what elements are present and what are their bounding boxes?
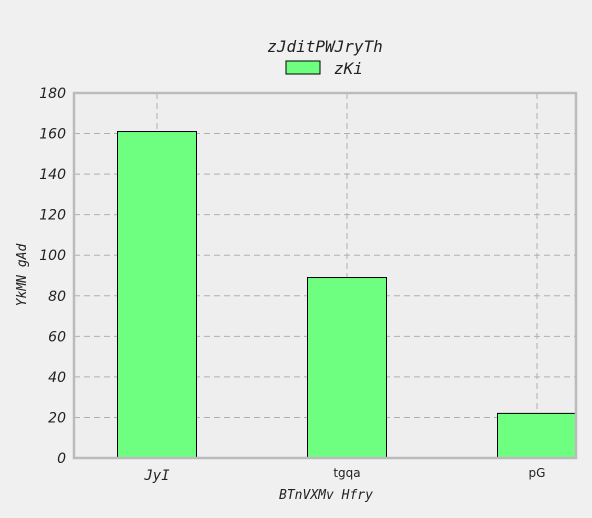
y-axis-ticks: 0 20 40 60 80 100 120 140 160 180 bbox=[39, 86, 66, 467]
x-axis-label: BTnVXMv Hfry bbox=[279, 488, 373, 503]
y-tick-label-60: 60 bbox=[48, 329, 66, 345]
y-tick-label-80: 80 bbox=[48, 289, 66, 305]
y-tick-label-20: 20 bbox=[48, 410, 66, 426]
x-tick-label-pG: pG bbox=[529, 466, 546, 480]
y-axis-label: YkMN gAd bbox=[15, 244, 30, 307]
plot-frame bbox=[72, 91, 578, 460]
bars bbox=[117, 131, 577, 459]
x-tick-label-JyI: JyI bbox=[143, 468, 170, 484]
y-tick-label-0: 0 bbox=[57, 451, 66, 467]
legend: zKi bbox=[285, 59, 363, 78]
legend-label-zki: zKi bbox=[334, 59, 363, 78]
y-tick-label-40: 40 bbox=[48, 370, 66, 386]
bar-tgqa bbox=[307, 277, 387, 459]
x-axis-ticks: JyI tgqa pG bbox=[143, 466, 545, 484]
y-tick-label-160: 160 bbox=[39, 127, 66, 143]
y-tick-label-100: 100 bbox=[39, 248, 66, 264]
legend-swatch-zki bbox=[285, 60, 321, 75]
bar-pG bbox=[497, 412, 577, 459]
y-tick-label-120: 120 bbox=[39, 208, 66, 224]
bar-JyI bbox=[117, 131, 197, 459]
x-tick-label-tgqa: tgqa bbox=[333, 466, 360, 480]
y-tick-label-180: 180 bbox=[39, 86, 66, 102]
chart-title: zJditPWJryTh bbox=[267, 37, 383, 56]
y-tick-label-140: 140 bbox=[39, 167, 66, 183]
